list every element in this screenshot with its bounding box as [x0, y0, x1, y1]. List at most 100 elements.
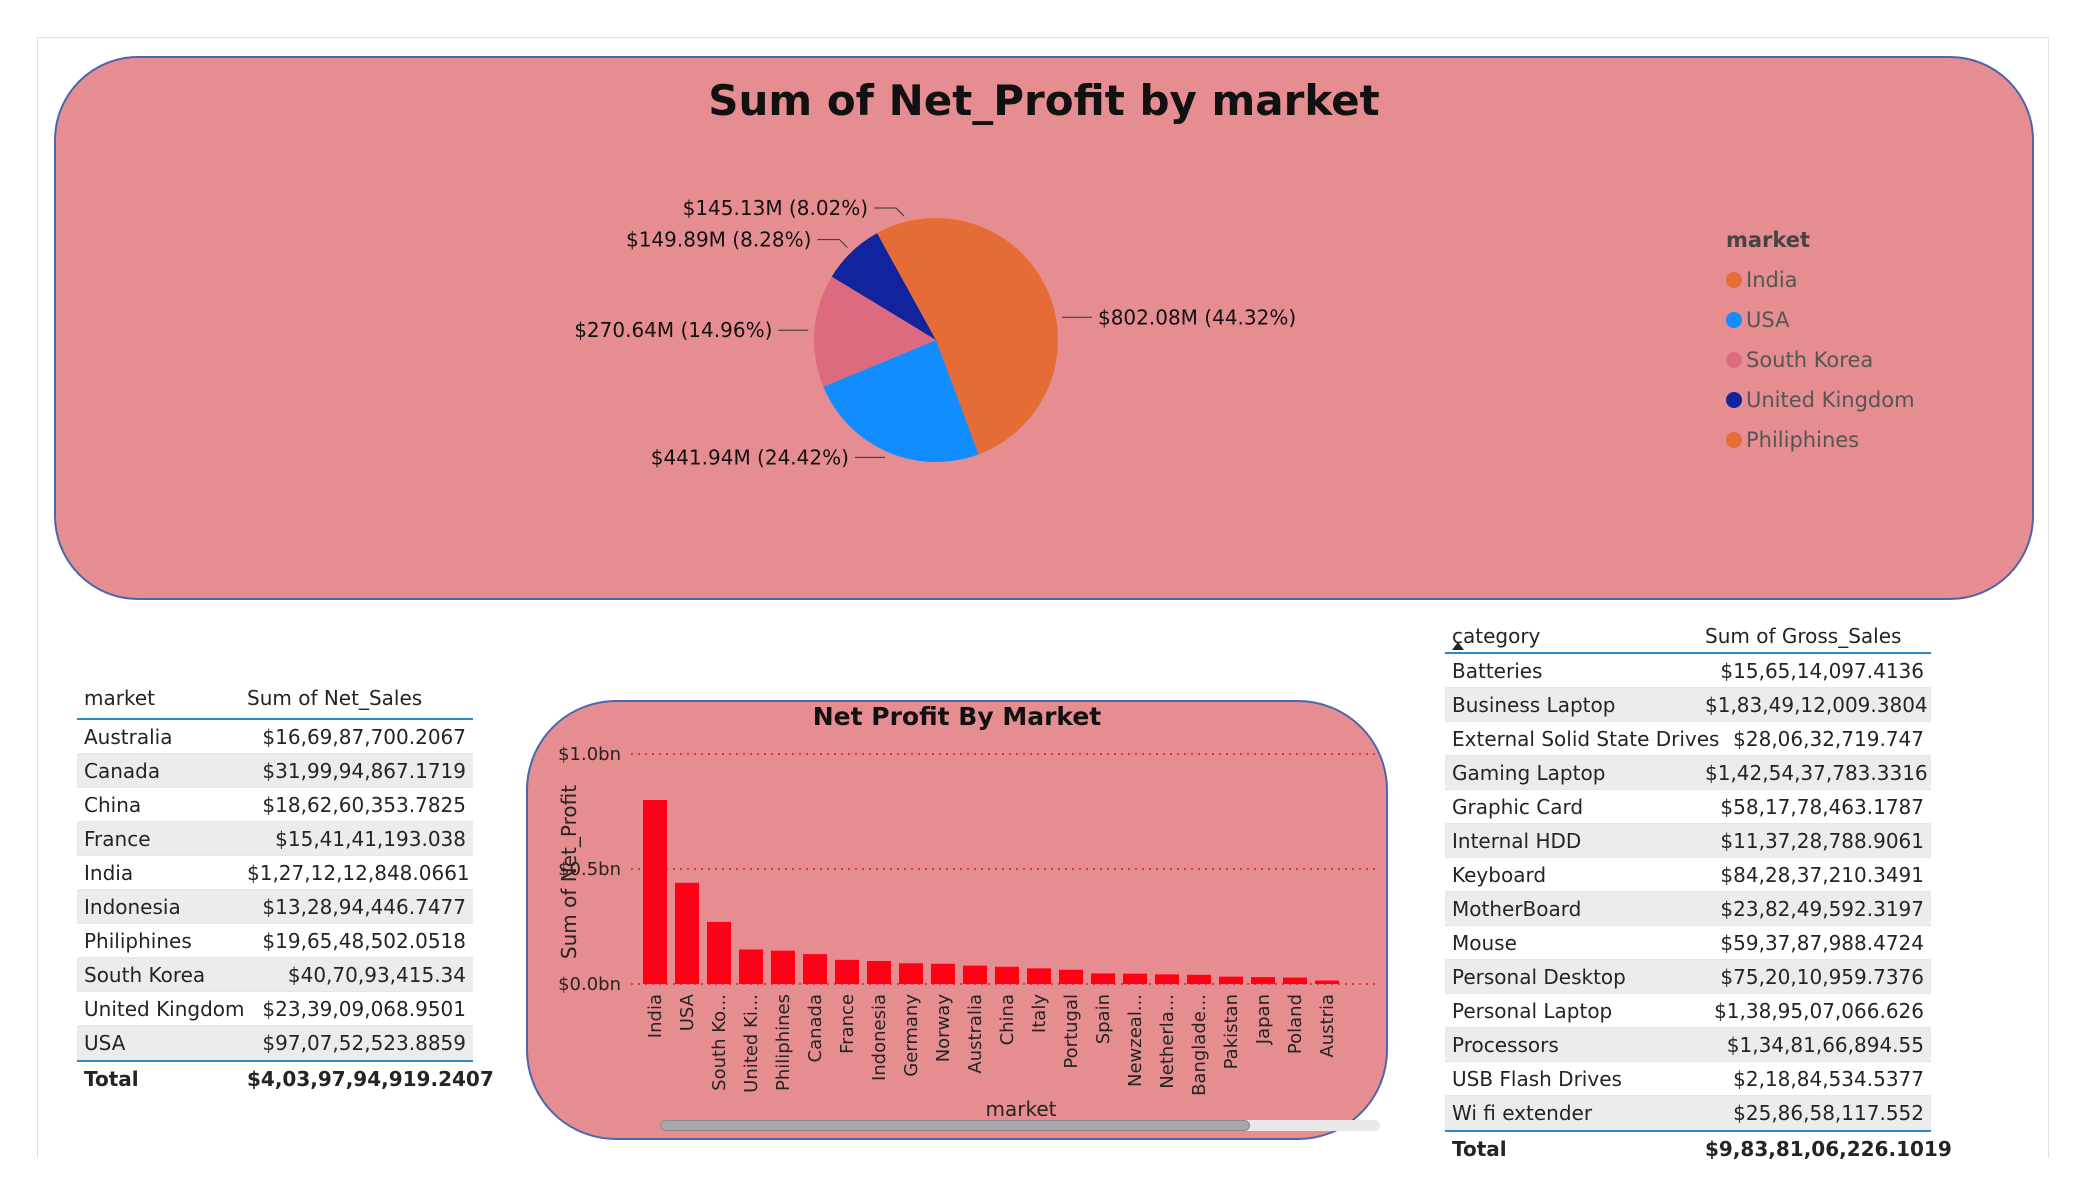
bar[interactable] [1027, 968, 1051, 984]
pie-slice-india[interactable] [936, 218, 1058, 455]
legend-item-united-kingdom[interactable]: United Kingdom [1726, 380, 1915, 420]
x-axis-title: market [986, 1097, 1057, 1121]
bar[interactable] [1091, 973, 1115, 984]
bar[interactable] [707, 921, 731, 984]
bar[interactable] [643, 800, 667, 984]
pie-data-label: $270.64M (14.96%) [574, 318, 772, 342]
table-row[interactable]: Batteries $15,65,14,097.4136 [1445, 654, 1931, 688]
table-row[interactable]: External Solid State Drives $28,06,32,719… [1445, 722, 1931, 756]
table-cell-value: $16,69,87,700.2067 [262, 724, 466, 749]
market-net-sales-table[interactable]: market Sum of Net_Sales Australia $16,69,… [77, 670, 494, 1095]
bar[interactable] [899, 963, 923, 984]
table-row[interactable]: Gaming Laptop $1,42,54,37,783.3316 [1445, 756, 1931, 790]
table-row[interactable]: USB Flash Drives $2,18,84,534.5377 [1445, 1062, 1931, 1096]
table-total-row: Total $4,03,97,94,919.2407 [77, 1060, 494, 1095]
table-row[interactable]: USA $97,07,52,523.8859 [77, 1026, 473, 1060]
table-row[interactable]: MotherBoard $23,82,49,592.3197 [1445, 892, 1931, 926]
legend-label: USA [1746, 308, 1790, 332]
table-row[interactable]: Graphic Card $58,17,78,463.1787 [1445, 790, 1931, 824]
column-header-net-sales[interactable]: Sum of Net_Sales [247, 686, 423, 710]
table-row[interactable]: United Kingdom $23,39,09,068.9501 [77, 992, 473, 1026]
table-cell-value: $23,39,09,068.9501 [262, 996, 466, 1021]
table-row[interactable]: Philiphines $19,65,48,502.0518 [77, 924, 473, 958]
bar[interactable] [1283, 977, 1307, 984]
legend-item-south-korea[interactable]: South Korea [1726, 340, 1915, 380]
pie-slice-philiphines[interactable] [877, 218, 936, 340]
pie-slice-usa[interactable] [823, 340, 979, 462]
table-body: Batteries $15,65,14,097.4136 Business Lapt… [1445, 654, 1931, 1130]
x-tick-label: Poland [1285, 994, 1306, 1054]
table-row[interactable]: Personal Desktop $75,20,10,959.7376 [1445, 960, 1931, 994]
table-row[interactable]: France $15,41,41,193.038 [77, 822, 473, 856]
table-cell-label: USA [84, 1030, 126, 1055]
table-cell-label: India [84, 860, 134, 885]
horizontal-scrollbar-thumb[interactable] [660, 1120, 1250, 1131]
table-cell-label: Processors [1452, 1032, 1559, 1057]
table-row[interactable]: Mouse $59,37,87,988.4724 [1445, 926, 1931, 960]
table-row[interactable]: Personal Laptop $1,38,95,07,066.626 [1445, 994, 1931, 1028]
x-tick-label: China [997, 994, 1018, 1045]
bar[interactable] [1315, 980, 1339, 984]
x-tick-label: Banglade... [1189, 994, 1210, 1096]
pie-chart-visual[interactable]: Sum of Net_Profit by market $802.08M (44… [54, 56, 2034, 600]
pie-legend: market India USA South Korea United King… [1726, 228, 1915, 460]
bar[interactable] [867, 961, 891, 984]
legend-label: Philiphines [1746, 428, 1860, 452]
pie-data-label: $802.08M (44.32%) [1098, 305, 1296, 329]
column-header-category[interactable]: category [1452, 624, 1541, 648]
x-tick-label: Netherla... [1157, 994, 1178, 1089]
table-cell-label: France [84, 826, 151, 851]
bar[interactable] [675, 882, 699, 984]
total-value: $9,83,81,06,226.1019 [1705, 1136, 1952, 1161]
x-tick-label: Germany [901, 994, 922, 1077]
table-row[interactable]: India $1,27,12,12,848.0661 [77, 856, 473, 890]
pie-slice-united-kingdom[interactable] [831, 233, 936, 340]
legend-item-india[interactable]: India [1726, 260, 1915, 300]
table-cell-value: $1,27,12,12,848.0661 [247, 860, 470, 885]
column-header-gross-sales[interactable]: Sum of Gross_Sales [1705, 624, 1902, 648]
table-cell-value: $23,82,49,592.3197 [1720, 896, 1924, 921]
table-row[interactable]: Indonesia $13,28,94,446.7477 [77, 890, 473, 924]
pie-slice-south-korea[interactable] [814, 276, 936, 387]
bar[interactable] [963, 965, 987, 984]
bar[interactable] [1219, 976, 1243, 984]
bar[interactable] [1251, 977, 1275, 984]
x-tick-label: Norway [933, 994, 954, 1063]
legend-label: United Kingdom [1746, 388, 1915, 412]
category-gross-sales-table[interactable]: category Sum of Gross_Sales Batteries $15… [1445, 608, 1952, 1165]
table-row[interactable]: Internal HDD $11,37,28,788.9061 [1445, 824, 1931, 858]
pie-leader-line [817, 239, 848, 248]
table-cell-value: $59,37,87,988.4724 [1720, 930, 1924, 955]
table-cell-value: $13,28,94,446.7477 [262, 894, 466, 919]
bar[interactable] [1187, 974, 1211, 984]
bar[interactable] [835, 959, 859, 984]
sort-ascending-icon[interactable] [1452, 642, 1464, 650]
table-row[interactable]: Keyboard $84,28,37,210.3491 [1445, 858, 1931, 892]
bar[interactable] [771, 950, 795, 984]
bar[interactable] [1123, 973, 1147, 984]
bar[interactable] [931, 963, 955, 984]
table-row[interactable]: China $18,62,60,353.7825 [77, 788, 473, 822]
bar[interactable] [803, 954, 827, 984]
table-row[interactable]: South Korea $40,70,93,415.34 [77, 958, 473, 992]
bar-chart-visual[interactable]: Net Profit By Market $1.0bn $0.5bn $0.0bn I… [526, 700, 1388, 1140]
table-cell-label: Graphic Card [1452, 794, 1584, 819]
table-row[interactable]: Wi fi extender $25,86,58,117.552 [1445, 1096, 1931, 1130]
legend-item-philiphines[interactable]: Philiphines [1726, 420, 1915, 460]
total-label: Total [84, 1066, 139, 1091]
table-row[interactable]: Canada $31,99,94,867.1719 [77, 754, 473, 788]
x-tick-label: Canada [805, 994, 826, 1063]
legend-item-usa[interactable]: USA [1726, 300, 1915, 340]
table-cell-label: Australia [84, 724, 173, 749]
table-row[interactable]: Processors $1,34,81,66,894.55 [1445, 1028, 1931, 1062]
bar-chart-svg: $1.0bn $0.5bn $0.0bn India USA South Ko... Uni… [557, 744, 1376, 1121]
bar[interactable] [995, 966, 1019, 984]
table-row[interactable]: Business Laptop $1,83,49,12,009.3804 [1445, 688, 1931, 722]
bar[interactable] [1155, 974, 1179, 984]
x-tick-label: France [837, 994, 858, 1054]
column-header-market[interactable]: market [84, 686, 155, 710]
table-row[interactable]: Australia $16,69,87,700.2067 [77, 720, 473, 754]
bar[interactable] [1059, 969, 1083, 984]
table-cell-value: $84,28,37,210.3491 [1720, 862, 1924, 887]
bar[interactable] [739, 949, 763, 985]
